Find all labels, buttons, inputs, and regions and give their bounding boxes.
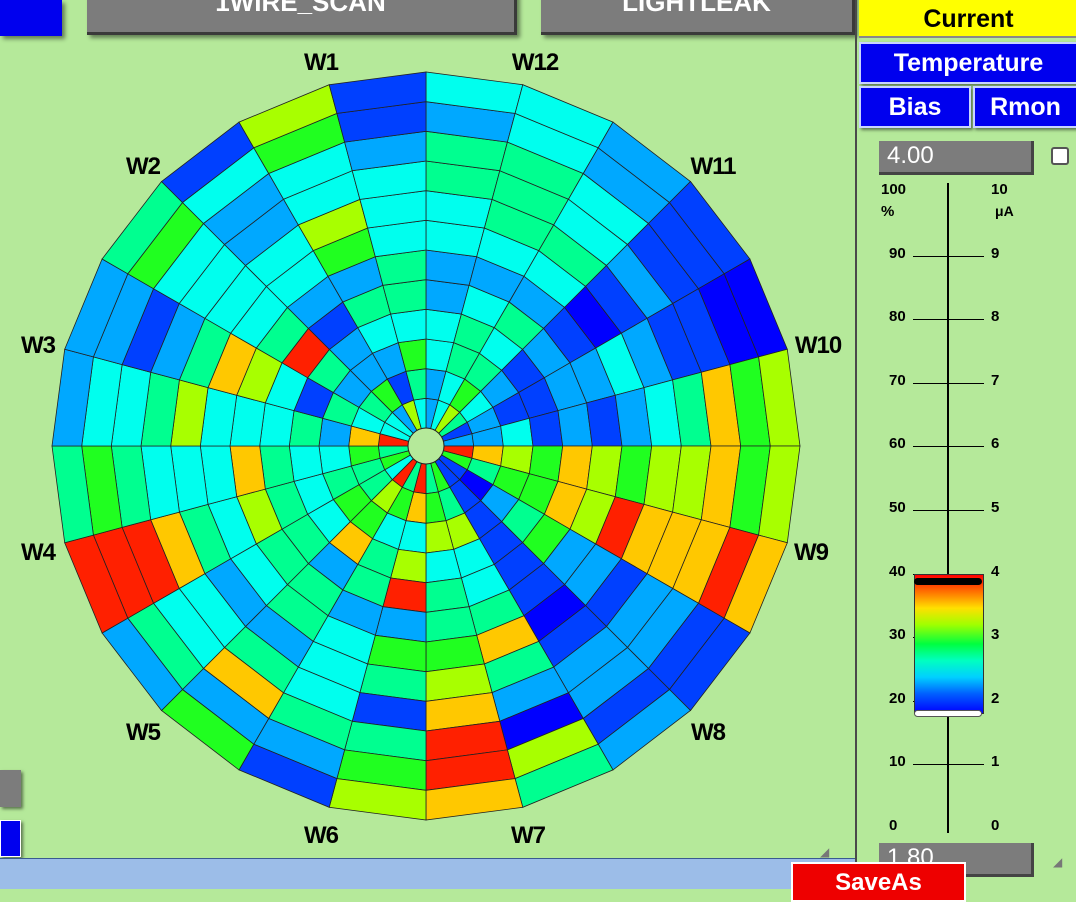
wafer-label-w1: W1 xyxy=(304,49,339,76)
scale-axis-line xyxy=(947,183,949,833)
bottom-left-gray-button[interactable] xyxy=(0,770,21,807)
wafer-label-w8: W8 xyxy=(691,719,726,746)
wafer-label-w9: W9 xyxy=(794,539,829,566)
resize-grip-icon[interactable]: ◢ xyxy=(820,845,830,859)
panel-resize-grip-icon[interactable]: ◢ xyxy=(1053,855,1063,869)
percent-tick-label: 100 xyxy=(881,181,907,198)
current-tick-label: 0 xyxy=(991,817,1000,834)
percent-tick-label: 30 xyxy=(889,626,906,644)
wafer-label-w12: W12 xyxy=(511,49,559,76)
percent-tick-label: 60 xyxy=(889,435,906,453)
current-tick-label: 2 xyxy=(991,689,1000,707)
current-tick-label: 5 xyxy=(991,499,1000,516)
percent-tick-label: 80 xyxy=(889,308,906,326)
temperature-label: Temperature xyxy=(893,49,1044,77)
left-edge-button[interactable] xyxy=(0,0,62,36)
wafer-label-w7: W7 xyxy=(511,822,546,849)
current-tick-label: 7 xyxy=(991,371,1000,389)
wafer-cell[interactable] xyxy=(328,71,427,114)
onewire-scan-button[interactable]: 1WIRE_SCAN xyxy=(87,0,517,35)
wafer-label-w10: W10 xyxy=(794,332,842,359)
percent-tick-label: 20 xyxy=(889,689,906,707)
lower-limit-handle[interactable] xyxy=(914,709,982,717)
wafer-label-w4: W4 xyxy=(21,539,56,566)
bottom-scrollbar[interactable] xyxy=(0,858,857,889)
percent-tick-label: 50 xyxy=(889,499,906,516)
current-tick-label: 6 xyxy=(991,435,1000,453)
max-value-field[interactable]: 4.00 xyxy=(879,141,1034,175)
bottom-left-blue-button[interactable] xyxy=(0,820,21,857)
scale-panel: Current Temperature Bias Rmon 4.00 % μA … xyxy=(855,0,1076,888)
percent-tick-label: 90 xyxy=(889,244,906,262)
color-scale-bar xyxy=(914,573,984,714)
wafer-label-w2: W2 xyxy=(126,153,161,180)
rmon-button[interactable]: Rmon xyxy=(973,86,1076,128)
wafer-label-w11: W11 xyxy=(690,153,736,180)
rmon-label: Rmon xyxy=(990,93,1061,121)
bias-button[interactable]: Bias xyxy=(859,86,971,128)
current-tick-label: 8 xyxy=(991,308,1000,326)
percent-unit-label: % xyxy=(881,203,895,220)
percent-tick-label: 0 xyxy=(889,817,898,834)
bias-label: Bias xyxy=(888,93,942,121)
saveas-button[interactable]: SaveAs xyxy=(791,862,966,902)
wafer-label-w5: W5 xyxy=(126,719,161,746)
saveas-label: SaveAs xyxy=(835,869,922,896)
wafer-map[interactable] xyxy=(0,0,855,888)
lightleak-label: LIGHTLEAK xyxy=(622,0,771,17)
current-tick-label: 1 xyxy=(991,753,1000,771)
percent-tick-label: 10 xyxy=(889,753,906,771)
current-label: Current xyxy=(923,5,1014,33)
temperature-button[interactable]: Temperature xyxy=(859,42,1076,84)
current-tick-label: 10 xyxy=(991,181,1008,198)
wafer-center xyxy=(407,427,445,465)
wafer-label-w6: W6 xyxy=(304,822,339,849)
current-button[interactable]: Current xyxy=(859,0,1076,38)
wafer-label-w3: W3 xyxy=(21,332,56,359)
upper-limit-handle[interactable] xyxy=(914,577,982,585)
auto-scale-checkbox[interactable] xyxy=(1051,147,1069,165)
current-unit-label: μA xyxy=(995,203,1014,219)
current-tick-label: 4 xyxy=(991,562,1000,580)
percent-tick-label: 70 xyxy=(889,371,906,389)
lightleak-button[interactable]: LIGHTLEAK xyxy=(541,0,855,35)
percent-tick-label: 40 xyxy=(889,562,906,580)
current-tick-label: 3 xyxy=(991,626,1000,644)
onewire-scan-label: 1WIRE_SCAN xyxy=(215,0,386,17)
current-tick-label: 9 xyxy=(991,244,1000,262)
